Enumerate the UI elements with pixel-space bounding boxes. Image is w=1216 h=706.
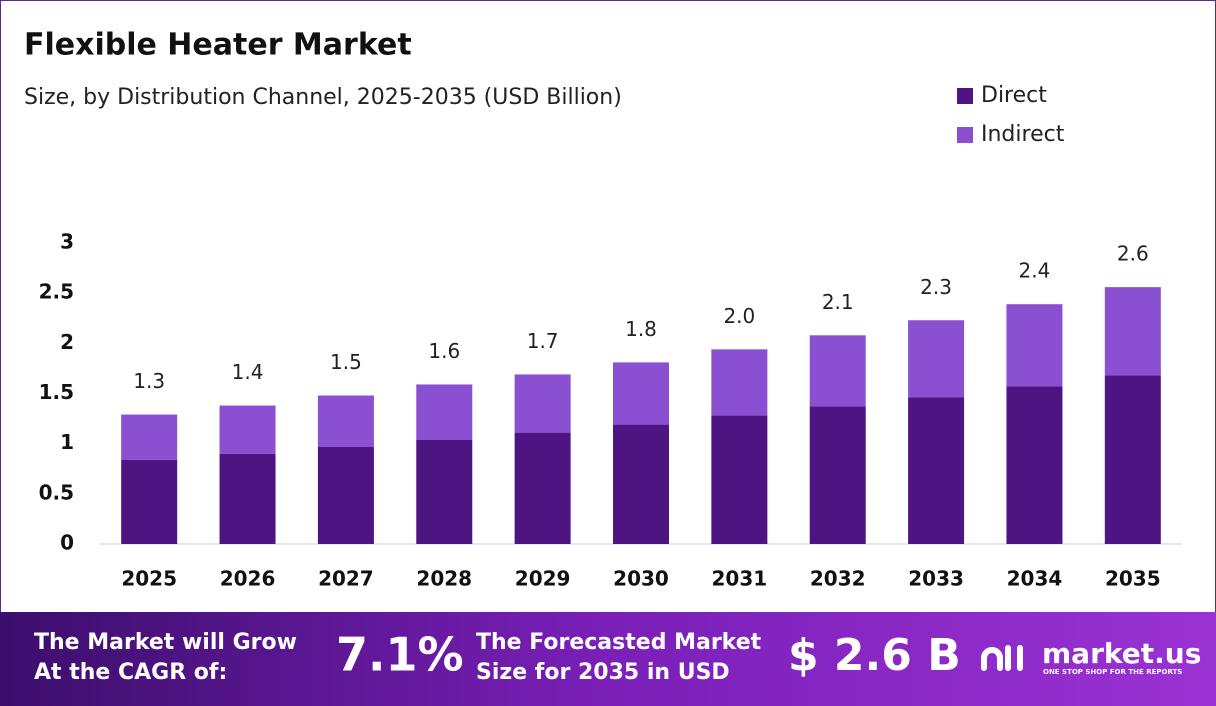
total-label: 2.1: [822, 290, 854, 314]
y-tick-label: 0: [60, 531, 74, 555]
bar-segment: [1104, 375, 1161, 544]
cagr-text: The Market will Grow: [34, 630, 297, 655]
total-label: 1.3: [133, 369, 165, 393]
x-tick-label: 2030: [613, 567, 669, 591]
bar-segment: [908, 397, 965, 544]
total-label: 2.0: [723, 304, 755, 328]
bar-segment: [613, 424, 669, 544]
bar-segment: [908, 320, 965, 398]
forecast-text: Size for 2035 in USD: [476, 660, 730, 685]
bar-segment: [514, 374, 571, 433]
x-tick-label: 2026: [220, 567, 276, 591]
total-label: 2.4: [1019, 259, 1051, 283]
bar-segment: [613, 362, 669, 425]
cagr-value: 7.1%: [336, 628, 464, 682]
total-label: 1.8: [625, 317, 657, 341]
x-tick-label: 2027: [318, 567, 374, 591]
forecast-value: $ 2.6 B: [788, 630, 961, 681]
bar-segment: [1006, 386, 1063, 544]
bar-segment: [711, 349, 768, 416]
total-label: 2.6: [1117, 242, 1149, 266]
bar-segment: [711, 415, 768, 544]
bar-segment: [219, 405, 276, 454]
x-tick-label: 2034: [1007, 567, 1063, 591]
bar-segment: [317, 446, 374, 544]
legend-label: Indirect: [981, 122, 1065, 147]
bar-segment: [514, 432, 571, 544]
total-label: 1.7: [527, 329, 559, 353]
y-tick-label: 3: [60, 230, 74, 254]
total-label: 1.4: [232, 360, 264, 384]
chart-title: Flexible Heater Market: [24, 28, 412, 63]
bar-segment: [121, 459, 178, 544]
x-tick-label: 2035: [1105, 567, 1161, 591]
x-tick-label: 2031: [712, 567, 768, 591]
x-tick-label: 2033: [908, 567, 964, 591]
bar-segment: [219, 453, 276, 544]
x-tick-label: 2032: [810, 567, 866, 591]
bar-segment: [416, 439, 473, 544]
forecast-text: The Forecasted Market: [476, 630, 762, 655]
total-label: 1.5: [330, 350, 362, 374]
bar-segment: [809, 406, 866, 544]
y-tick-label: 1.5: [39, 380, 74, 404]
tagline: ONE STOP SHOP FOR THE REPORTS: [1043, 668, 1182, 676]
y-tick-label: 2.5: [39, 280, 74, 304]
footer-band: [0, 612, 1216, 706]
bar-segment: [416, 384, 473, 440]
y-tick-label: 0.5: [39, 480, 74, 504]
brand: market.us: [1042, 637, 1201, 670]
legend-label: Direct: [981, 83, 1047, 108]
bar-segment: [1104, 287, 1161, 376]
brand-logo: [981, 645, 1023, 671]
legend-swatch: [957, 127, 973, 143]
legend-swatch: [957, 88, 973, 104]
bar-segment: [121, 414, 178, 460]
total-label: 2.3: [920, 275, 952, 299]
y-tick-label: 1: [60, 430, 74, 454]
bar-segment: [809, 335, 866, 407]
chart-subtitle: Size, by Distribution Channel, 2025-2035…: [24, 85, 622, 110]
bar-segment: [1006, 304, 1063, 387]
cagr-text: At the CAGR of:: [34, 660, 227, 685]
x-tick-label: 2029: [515, 567, 571, 591]
total-label: 1.6: [428, 339, 460, 363]
x-tick-label: 2025: [121, 567, 177, 591]
bar-segment: [317, 395, 374, 447]
y-tick-label: 2: [60, 330, 74, 354]
x-tick-label: 2028: [416, 567, 472, 591]
